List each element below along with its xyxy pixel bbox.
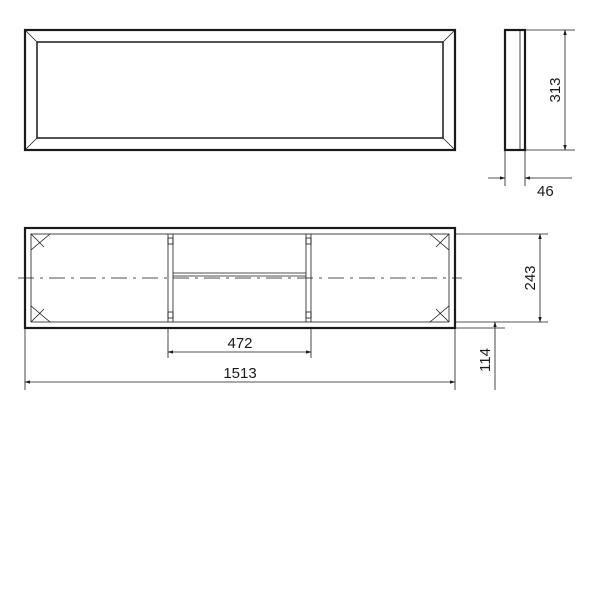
dim-472: 472 — [168, 328, 311, 358]
dim-label: 243 — [522, 265, 539, 290]
front-view — [25, 30, 455, 150]
dim-313: 313 — [525, 30, 575, 150]
technical-drawing: 313 46 — [0, 0, 600, 600]
dim-243: 243 — [455, 234, 548, 322]
dim-label: 114 — [477, 348, 494, 372]
dim-label: 1513 — [223, 365, 256, 382]
dim-114: 114 — [455, 322, 505, 390]
dim-46: 46 — [488, 150, 572, 200]
dim-label: 313 — [547, 77, 564, 102]
dim-label: 46 — [537, 183, 554, 200]
plan-view — [18, 228, 462, 328]
side-view — [505, 30, 525, 150]
dim-label: 472 — [227, 335, 252, 352]
